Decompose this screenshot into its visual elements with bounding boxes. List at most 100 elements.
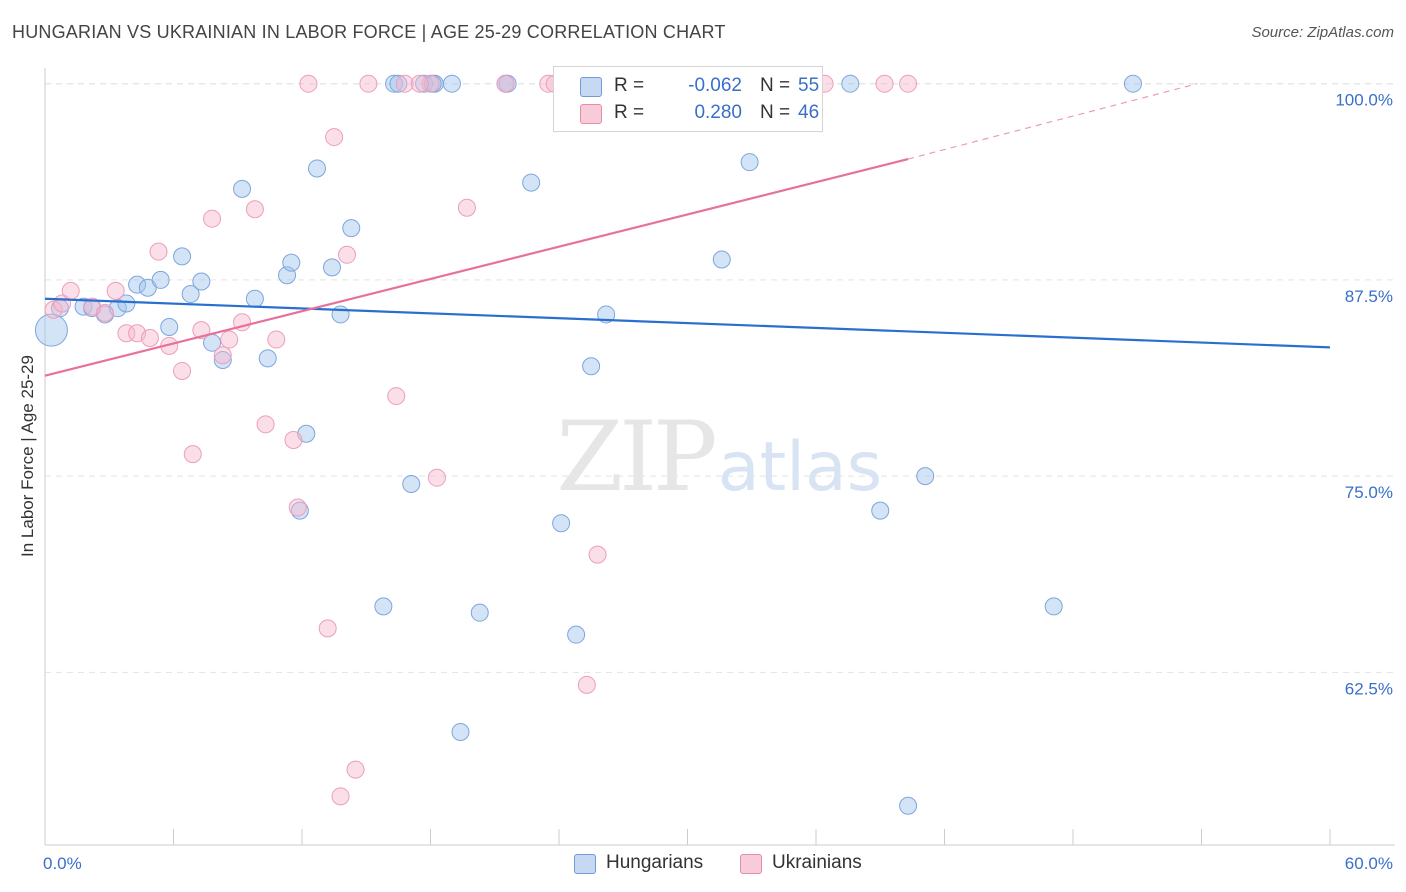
hungarian-point xyxy=(899,796,918,815)
ukrainian-point xyxy=(346,760,365,779)
hungarian-point xyxy=(117,294,136,313)
y-tick-label: 87.5% xyxy=(1345,287,1393,306)
watermark: ZIP atlas xyxy=(556,401,882,513)
hungarians-trend-line xyxy=(44,297,1331,349)
stats-legend: R = -0.062 N = 55 R = 0.280 N = 46 xyxy=(553,66,823,132)
r-label: R = xyxy=(614,102,645,123)
y-tick-label: 100.0% xyxy=(1335,91,1393,110)
hungarian-point xyxy=(402,474,421,493)
hungarian-point xyxy=(245,289,264,308)
ukrainian-point xyxy=(875,74,894,93)
ukrainian-point xyxy=(213,346,232,365)
ukrainian-point xyxy=(318,619,337,638)
ukrainian-point xyxy=(288,498,307,517)
hungarians-n-value: 55 xyxy=(798,75,820,96)
ukrainian-point xyxy=(421,74,440,93)
ukrainian-point xyxy=(183,445,202,464)
trend-lines xyxy=(44,83,1331,377)
hungarian-point xyxy=(470,603,489,622)
hungarian-point xyxy=(740,153,759,172)
r-label: R = xyxy=(614,75,645,96)
watermark-atlas: atlas xyxy=(718,428,882,507)
ukrainian-point xyxy=(899,74,918,93)
hungarians-legend-label: Hungarians xyxy=(606,852,704,873)
ukrainian-point xyxy=(140,328,159,347)
tick-labels: 62.5% 75.0% 87.5% 100.0% 0.0% 60.0% xyxy=(43,91,1393,873)
hungarian-point xyxy=(442,74,461,93)
n-label: N = xyxy=(760,102,791,123)
ukrainian-point xyxy=(395,74,414,93)
hungarian-point xyxy=(567,625,586,644)
hungarian-point xyxy=(712,250,731,269)
hungarian-point xyxy=(522,173,541,192)
hungarian-point xyxy=(331,305,350,324)
hungarian-point xyxy=(451,722,470,741)
hungarian-point xyxy=(1123,74,1142,93)
hungarian-point xyxy=(307,159,326,178)
hungarian-point xyxy=(282,253,301,272)
hungarian-point xyxy=(181,285,200,304)
ukrainian-point xyxy=(325,128,344,147)
hungarian-point xyxy=(552,514,571,533)
hungarians-legend-swatch xyxy=(574,854,596,874)
ukrainians-legend-label: Ukrainians xyxy=(772,852,862,873)
hungarian-point xyxy=(173,247,192,266)
watermark-zip: ZIP xyxy=(556,401,715,513)
hungarian-point xyxy=(342,219,361,238)
ukrainian-point xyxy=(245,200,264,219)
ukrainian-point xyxy=(427,468,446,487)
ukrainian-point xyxy=(496,74,515,93)
axes xyxy=(44,68,1395,846)
hungarian-point xyxy=(389,74,408,93)
gridlines xyxy=(45,83,1395,673)
ukrainian-point xyxy=(61,281,80,300)
hungarian-point xyxy=(1044,597,1063,616)
ukrainian-point xyxy=(577,675,596,694)
ukrainians-r-value: 0.280 xyxy=(694,102,742,123)
chart-title: HUNGARIAN VS UKRAINIAN IN LABOR FORCE | … xyxy=(12,22,726,42)
hungarian-point xyxy=(290,501,309,520)
source-label: Source: ZipAtlas.com xyxy=(1251,24,1394,41)
ukrainian-point xyxy=(117,324,136,343)
hungarian-point xyxy=(597,305,616,324)
hungarian-point xyxy=(160,318,179,336)
hungarian-point xyxy=(374,597,393,616)
ukrainians-n-value: 46 xyxy=(798,102,820,123)
x-tick-label-min: 0.0% xyxy=(43,854,82,873)
ukrainians-trend-line xyxy=(44,157,909,377)
hungarian-point xyxy=(151,270,170,289)
hungarian-point xyxy=(128,275,147,294)
ukrainian-point xyxy=(457,198,476,217)
hungarians-swatch xyxy=(580,77,602,97)
hungarian-point xyxy=(871,501,890,520)
ukrainian-point xyxy=(410,74,429,93)
ukrainian-point xyxy=(220,330,239,349)
n-label: N = xyxy=(760,75,791,96)
hungarian-point xyxy=(213,350,232,369)
ukrainian-point xyxy=(284,431,303,450)
hungarian-point xyxy=(258,349,277,368)
hungarian-point xyxy=(34,313,68,347)
ukrainian-point xyxy=(331,787,350,806)
ukrainian-point xyxy=(588,545,607,564)
ukrainians-legend-swatch xyxy=(740,854,762,874)
ukrainian-point xyxy=(106,281,125,300)
ukrainian-point xyxy=(267,330,286,349)
hungarian-point xyxy=(582,357,601,376)
ukrainian-point xyxy=(173,361,192,380)
ukrainian-point xyxy=(149,242,168,261)
hungarian-point xyxy=(841,74,860,93)
hungarian-point xyxy=(322,258,341,277)
hungarian-point xyxy=(233,179,252,198)
ukrainian-point xyxy=(387,387,406,406)
y-tick-label: 62.5% xyxy=(1345,679,1393,698)
hungarian-point xyxy=(916,467,935,486)
hungarian-point xyxy=(385,74,404,93)
hungarians-r-value: -0.062 xyxy=(688,75,742,96)
y-tick-label: 75.0% xyxy=(1345,483,1393,502)
hungarian-point xyxy=(192,272,211,291)
ukrainian-point xyxy=(359,74,378,93)
ukrainian-point xyxy=(95,303,114,322)
x-tick-label-max: 60.0% xyxy=(1345,854,1393,873)
